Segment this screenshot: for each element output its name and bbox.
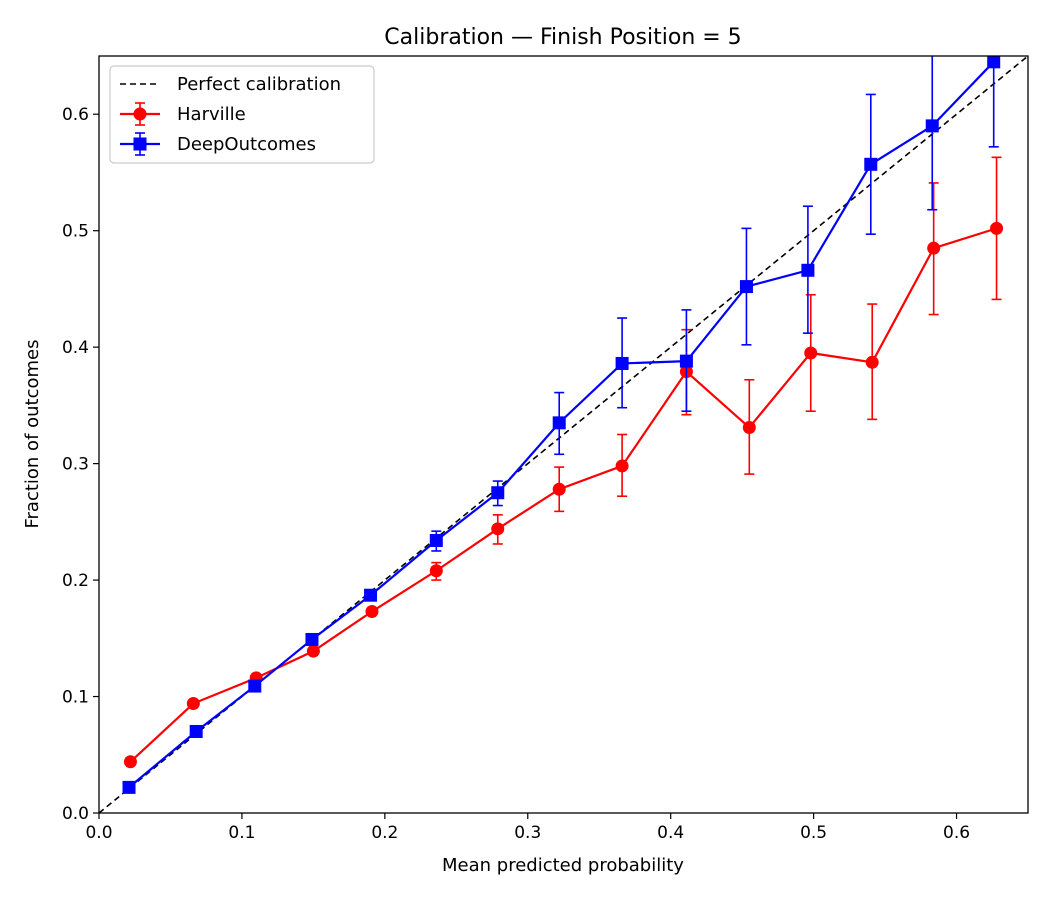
point-deepoutcomes-2 [248,679,262,693]
point-harville-3 [306,644,320,658]
point-harville-1 [186,697,200,711]
legend-label-1: Harville [177,104,246,125]
point-deepoutcomes-8 [615,356,629,370]
x-tick-label-5: 0.5 [800,823,827,843]
point-deepoutcomes-10 [739,280,753,294]
y-tick-label-3: 0.3 [62,455,89,475]
legend-marker-2 [133,137,147,151]
y-tick-label-4: 0.4 [62,338,89,358]
x-tick-label-1: 0.1 [228,823,255,843]
point-deepoutcomes-12 [864,157,878,171]
point-deepoutcomes-3 [305,632,319,646]
legend-label-0: Perfect calibration [177,74,341,95]
point-deepoutcomes-7 [552,416,566,430]
x-tick-label-4: 0.4 [657,823,684,843]
y-tick-label-1: 0.1 [62,688,89,708]
axes-frame [98,55,1029,814]
plot-area [98,55,1029,814]
x-tick-label-0: 0.0 [85,823,112,843]
axis-ticks: 0.0 0.1 0.2 0.3 0.4 0.5 0.6 0.0 0.1 0.2 0.3 0.4 0.5 0… [62,105,970,843]
point-harville-6 [491,522,505,536]
point-deepoutcomes-6 [491,486,505,500]
point-deepoutcomes-5 [429,533,443,547]
legend: Perfect calibration Harville DeepOutcomes [109,65,375,164]
legend-box [109,65,375,164]
y-tick-label-0: 0.0 [62,804,89,824]
point-harville-8 [615,459,629,473]
y-tick-label-5: 0.5 [62,222,89,242]
point-deepoutcomes-9 [679,354,693,368]
x-tick-label-6: 0.6 [943,823,970,843]
plot-content [99,56,1028,813]
y-axis-label: Fraction of outcomes [22,339,43,528]
point-deepoutcomes-14 [987,56,1001,69]
point-harville-13 [927,241,941,255]
point-harville-0 [123,755,137,769]
point-deepoutcomes-13 [925,119,939,133]
x-axis-label: Mean predicted probability [442,855,684,876]
chart-title: Calibration — Finish Position = 5 [384,25,741,50]
point-harville-7 [552,482,566,496]
y-tick-label-2: 0.2 [62,571,89,591]
point-harville-14 [990,221,1004,235]
x-tick-label-3: 0.3 [514,823,541,843]
point-harville-12 [865,355,879,369]
point-deepoutcomes-1 [189,724,203,738]
point-harville-5 [429,564,443,578]
y-tick-label-6: 0.6 [62,105,89,125]
point-harville-4 [365,605,379,619]
x-tick-label-2: 0.2 [371,823,398,843]
point-deepoutcomes-11 [801,263,815,277]
point-harville-11 [804,346,818,360]
point-harville-10 [742,421,756,435]
legend-marker-1 [133,107,147,121]
point-deepoutcomes-0 [122,780,136,794]
legend-label-2: DeepOutcomes [177,134,316,155]
series-deepoutcomes [122,56,1001,794]
point-deepoutcomes-4 [364,588,378,602]
